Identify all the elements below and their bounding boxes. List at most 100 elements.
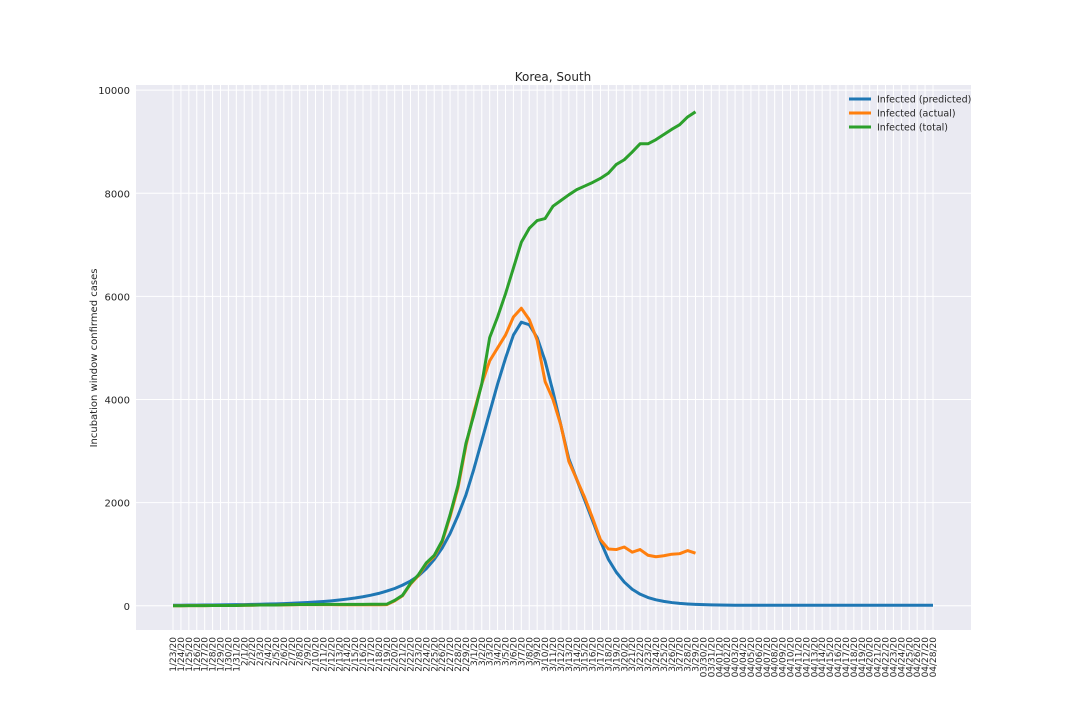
- y-tick-label: 0: [124, 602, 130, 613]
- x-tick-label: 04/09/20: [779, 637, 789, 678]
- x-tick-label: 3/15/20: [581, 637, 591, 672]
- y-tick-label: 10000: [98, 86, 130, 97]
- x-tick-label: 3/6/20: [509, 637, 519, 666]
- x-tick-label: 2/11/20: [319, 637, 329, 672]
- x-tick-label: 2/19/20: [383, 637, 393, 672]
- x-tick-label: 2/27/20: [446, 637, 456, 672]
- y-tick-label: 8000: [105, 189, 130, 200]
- y-tick-label: 4000: [105, 396, 130, 407]
- x-tick-label: 2/6/20: [280, 637, 290, 666]
- x-tick-label: 3/5/20: [502, 637, 512, 666]
- x-tick-label: 04/26/20: [913, 637, 923, 678]
- x-tick-label: 2/12/20: [327, 637, 337, 672]
- x-tick-label: 1/30/20: [224, 637, 234, 672]
- x-tick-label: 04/17/20: [842, 637, 852, 678]
- legend-label: Infected (total): [877, 123, 948, 134]
- x-tick-label: 3/21/20: [628, 637, 638, 672]
- x-tick-label: 3/28/20: [684, 637, 694, 672]
- x-tick-label: 04/18/20: [850, 637, 860, 678]
- x-tick-label: 2/7/20: [288, 637, 298, 666]
- x-tick-label: 1/28/20: [209, 637, 219, 672]
- x-tick-label: 2/17/20: [367, 637, 377, 672]
- x-tick-label: 04/01/20: [715, 637, 725, 678]
- chart-title: Korea, South: [515, 70, 592, 84]
- x-tick-label: 2/24/20: [422, 637, 432, 672]
- x-tick-label: 1/25/20: [185, 637, 195, 672]
- x-tick-label: 3/18/20: [604, 637, 614, 672]
- legend-label: Infected (predicted): [877, 95, 971, 106]
- x-tick-label: 3/24/20: [652, 637, 662, 672]
- x-tick-label: 2/20/20: [391, 637, 401, 672]
- x-tick-label: 04/16/20: [834, 637, 844, 678]
- x-tick-label: 2/1/20: [240, 637, 250, 666]
- x-tick-label: 3/3/20: [486, 637, 496, 666]
- x-tick-label: 3/27/20: [676, 637, 686, 672]
- x-tick-label: 04/24/20: [897, 637, 907, 678]
- x-tick-label: 1/31/20: [232, 637, 242, 672]
- x-tick-label: 3/2/20: [478, 637, 488, 666]
- x-tick-label: 04/04/20: [739, 637, 749, 678]
- x-tick-label: 2/13/20: [335, 637, 345, 672]
- series-line: [173, 110, 697, 608]
- x-tick-label: 2/16/20: [359, 637, 369, 672]
- x-tick-label: 04/08/20: [771, 637, 781, 678]
- x-tick-label: 04/02/20: [723, 637, 733, 678]
- x-tick-label: 2/25/20: [430, 637, 440, 672]
- x-tick-label: 04/19/20: [858, 637, 868, 678]
- x-tick-label: 3/8/20: [525, 637, 535, 666]
- x-tick-label: 04/27/20: [921, 637, 931, 678]
- x-tick-label: 1/26/20: [193, 637, 203, 672]
- x-tick-label: 2/21/20: [399, 637, 409, 672]
- y-tick-label: 2000: [105, 499, 130, 510]
- x-tick-label: 3/20/20: [620, 637, 630, 672]
- x-tick-label: 3/11/20: [549, 637, 559, 672]
- x-tick-label: 04/03/20: [731, 637, 741, 678]
- x-tick-label: 3/12/20: [557, 637, 567, 672]
- x-tick-label: 04/20/20: [866, 637, 876, 678]
- x-tick-label: 04/13/20: [810, 637, 820, 678]
- x-tick-label: 04/10/20: [787, 637, 797, 678]
- x-tick-label: 2/26/20: [438, 637, 448, 672]
- y-tick-label: 6000: [105, 292, 130, 303]
- x-tick-label: 2/2/20: [248, 637, 258, 666]
- x-tick-label: 03/31/20: [707, 637, 717, 678]
- x-tick-label: 2/22/20: [407, 637, 417, 672]
- x-tick-label: 2/29/20: [462, 637, 472, 672]
- x-tick-label: 2/18/20: [375, 637, 385, 672]
- x-tick-label: 1/29/20: [217, 637, 227, 672]
- series-line: [172, 320, 933, 607]
- x-tick-label: 3/16/20: [589, 637, 599, 672]
- x-tick-label: 2/10/20: [312, 637, 322, 672]
- x-tick-label: 3/23/20: [644, 637, 654, 672]
- x-tick-label: 2/8/20: [296, 637, 306, 666]
- x-tick-label: 2/5/20: [272, 637, 282, 666]
- x-tick-label: 2/28/20: [454, 637, 464, 672]
- x-tick-label: 1/27/20: [201, 637, 211, 672]
- x-tick-label: 04/15/20: [826, 637, 836, 678]
- x-tick-label: 04/06/20: [755, 637, 765, 678]
- x-tick-label: 3/25/20: [660, 637, 670, 672]
- legend-label: Infected (actual): [877, 109, 956, 120]
- x-tick-label: 3/1/20: [470, 637, 480, 666]
- x-tick-label: 04/14/20: [818, 637, 828, 678]
- x-tick-label: 04/05/20: [747, 637, 757, 678]
- x-tick-label: 3/13/20: [565, 637, 575, 672]
- x-tick-label: 3/22/20: [636, 637, 646, 672]
- x-tick-label: 2/15/20: [351, 637, 361, 672]
- x-tick-label: 04/28/20: [929, 637, 939, 678]
- x-tick-label: 3/10/20: [541, 637, 551, 672]
- x-tick-label: 3/19/20: [612, 637, 622, 672]
- x-tick-label: 1/24/20: [177, 637, 187, 672]
- x-tick-label: 3/29/20: [692, 637, 702, 672]
- x-tick-label: 2/9/20: [304, 637, 314, 666]
- x-tick-label: 04/23/20: [889, 637, 899, 678]
- x-tick-label: 3/26/20: [668, 637, 678, 672]
- x-tick-label: 3/4/20: [494, 637, 504, 666]
- x-tick-label: 3/14/20: [573, 637, 583, 672]
- x-tick-label: 2/3/20: [256, 637, 266, 666]
- y-axis-label: Incubation window confirmed cases: [89, 269, 100, 448]
- x-tick-label: 04/25/20: [905, 637, 915, 678]
- x-tick-label: 03/30/20: [699, 637, 709, 678]
